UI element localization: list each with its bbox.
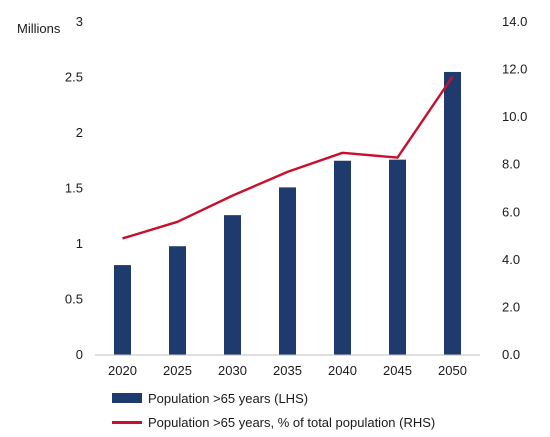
right-tick-label: 4.0: [502, 252, 520, 267]
left-tick-label: 1.5: [65, 181, 83, 196]
right-tick-label: 8.0: [502, 157, 520, 172]
left-axis: 0 0.5 1 1.5 2 2.5 3: [65, 14, 83, 362]
x-tick-label: 2035: [273, 363, 302, 378]
right-tick-label: 10.0: [502, 109, 527, 124]
left-tick-label: 3: [76, 14, 83, 29]
right-tick-label: 14.0: [502, 14, 527, 29]
x-tick-label: 2020: [108, 363, 137, 378]
bar-2030: [224, 215, 241, 355]
bar-2025: [169, 246, 186, 355]
left-tick-label: 0.5: [65, 292, 83, 307]
right-tick-label: 6.0: [502, 204, 520, 219]
bar-2040: [334, 160, 351, 355]
bar-2050: [444, 71, 461, 355]
right-tick-label: 2.0: [502, 299, 520, 314]
legend-label-line: Population >65 years, % of total populat…: [148, 414, 436, 430]
right-tick-label: 12.0: [502, 62, 527, 77]
legend-item-line: Population >65 years, % of total populat…: [112, 412, 435, 432]
legend-label-bars: Population >65 years (LHS): [148, 390, 309, 406]
bar-2045: [389, 159, 406, 355]
left-axis-unit-label: Millions: [17, 21, 61, 36]
x-tick-label: 2040: [328, 363, 357, 378]
x-tick-label: 2030: [218, 363, 247, 378]
legend-swatch-line: [112, 420, 142, 424]
x-tick-label: 2025: [163, 363, 192, 378]
x-axis: 2020 2025 2030 2035 2040 2045 2050: [108, 363, 467, 378]
x-tick-label: 2050: [438, 363, 467, 378]
right-axis: 0.0 2.0 4.0 6.0 8.0 10.0 12.0 14.0: [502, 14, 527, 362]
left-tick-label: 0: [76, 347, 83, 362]
bar-2020: [114, 265, 131, 355]
right-tick-label: 0.0: [502, 347, 520, 362]
left-tick-label: 2.5: [65, 70, 83, 85]
bar-series: [114, 71, 461, 355]
legend: Population >65 years (LHS) Population >6…: [112, 388, 435, 436]
left-tick-label: 1: [76, 236, 83, 251]
x-tick-label: 2045: [383, 363, 412, 378]
left-tick-label: 2: [76, 125, 83, 140]
bar-2035: [279, 187, 296, 355]
legend-swatch-bar: [112, 393, 142, 403]
legend-item-bars: Population >65 years (LHS): [112, 388, 435, 408]
line-series: [122, 76, 454, 240]
